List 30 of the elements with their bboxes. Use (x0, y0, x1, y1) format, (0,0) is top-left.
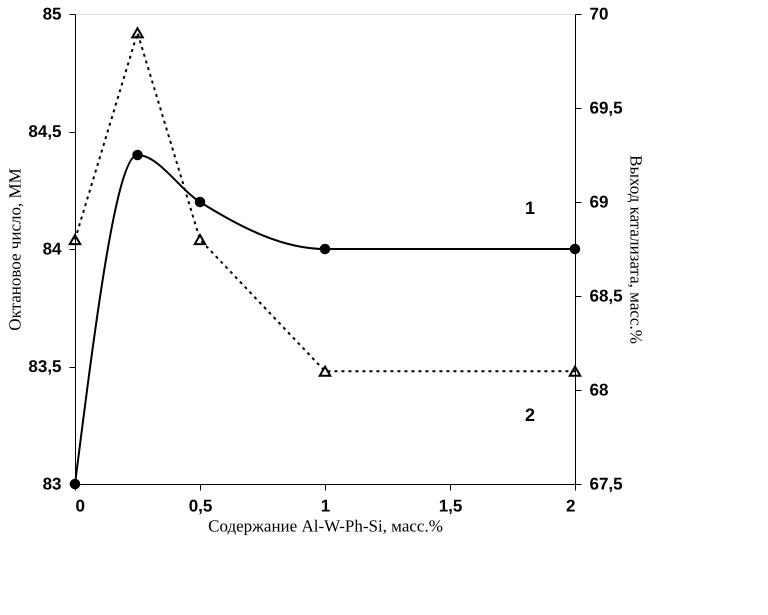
point (570, 244, 580, 254)
series-label: 2 (524, 405, 536, 426)
point (318, 366, 332, 377)
y-tick-label: 83,5 (28, 357, 62, 376)
y2-tick-label: 68 (590, 380, 608, 400)
point (320, 244, 330, 254)
y2-axis-title: Выход катализата, масс.% (626, 155, 646, 344)
x-tick-label: 0 (76, 496, 85, 516)
y2-tick-label: 70 (590, 4, 608, 24)
y-tick-label: 84,5 (28, 122, 62, 141)
y2-tick-label: 69,5 (590, 98, 623, 118)
y-tick-label: 85 (42, 4, 62, 24)
x-axis-title: Содержание Al-W-Ph-Si, масс.% (208, 516, 443, 536)
point (131, 27, 144, 38)
y-tick-label: 83 (42, 474, 62, 494)
series-label: 1 (524, 198, 536, 218)
point (194, 196, 206, 208)
point (568, 366, 582, 377)
point (194, 234, 206, 246)
y-axis-title: Октановое число, ММ (5, 168, 24, 331)
point (132, 150, 143, 160)
point (68, 234, 82, 246)
y-tick-label: 84 (42, 240, 62, 258)
x-tick-label: 0,5 (188, 496, 212, 516)
x-tick-label: 1,5 (438, 496, 462, 516)
x-tick-label: 1 (320, 496, 330, 516)
y2-tick-label: 68,5 (590, 286, 623, 306)
x-tick-label: 2 (566, 496, 576, 516)
y2-tick-label: 67,5 (590, 474, 623, 494)
y2-tick-label: 69 (590, 192, 608, 212)
